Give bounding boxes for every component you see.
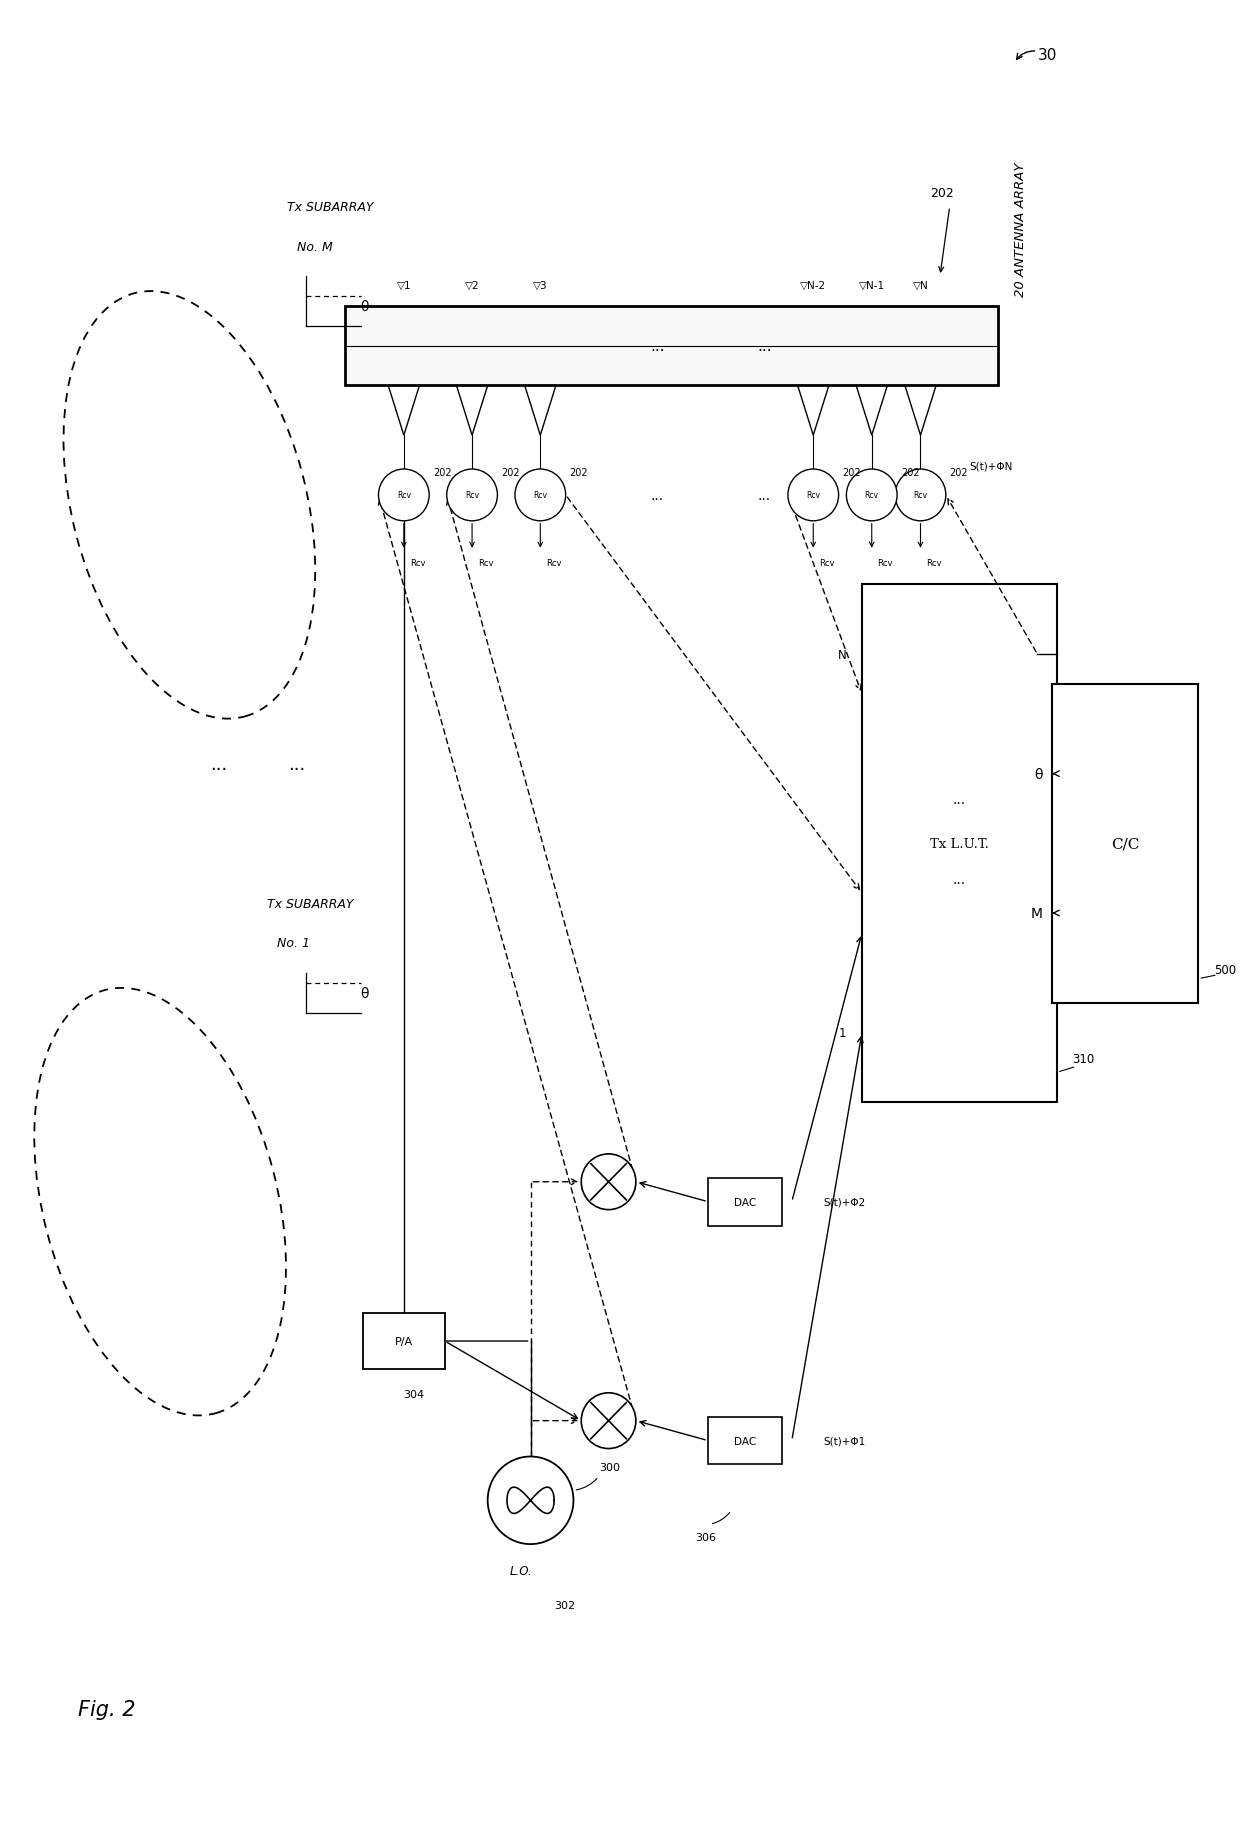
Text: ▽N-1: ▽N-1	[858, 281, 885, 290]
Text: Tx SUBARRAY: Tx SUBARRAY	[268, 897, 353, 910]
Text: 302: 302	[554, 1601, 575, 1610]
Circle shape	[446, 470, 497, 521]
Text: ▽N-2: ▽N-2	[800, 281, 826, 290]
Text: 306: 306	[696, 1533, 717, 1542]
Text: 202: 202	[901, 469, 920, 478]
Text: ...: ...	[651, 489, 663, 503]
Text: ...: ...	[952, 873, 966, 886]
Text: L.O.: L.O.	[510, 1564, 532, 1577]
Text: Rcv: Rcv	[546, 558, 562, 567]
Text: S(t)+Φ1: S(t)+Φ1	[823, 1437, 866, 1446]
Text: C/C: C/C	[1111, 837, 1140, 851]
Text: No. M: No. M	[296, 241, 332, 253]
Bar	[862, 585, 1056, 1103]
Text: ▽1: ▽1	[397, 281, 412, 290]
Text: Tx SUBARRAY: Tx SUBARRAY	[286, 201, 373, 213]
Text: Rcv: Rcv	[864, 490, 879, 500]
Circle shape	[582, 1154, 636, 1210]
Bar	[708, 1178, 782, 1225]
Text: Rcv: Rcv	[477, 558, 494, 567]
Text: ...: ...	[210, 755, 227, 773]
Text: S(t)+Φ2: S(t)+Φ2	[823, 1198, 866, 1207]
Text: ▽2: ▽2	[465, 281, 480, 290]
Circle shape	[515, 470, 565, 521]
Text: ▽3: ▽3	[533, 281, 548, 290]
Text: 304: 304	[403, 1389, 424, 1398]
Circle shape	[847, 470, 897, 521]
Text: θ: θ	[1034, 767, 1043, 782]
Text: ...: ...	[952, 793, 966, 808]
Circle shape	[487, 1457, 573, 1544]
Text: Fig. 2: Fig. 2	[78, 1699, 135, 1719]
Text: Tx L.U.T.: Tx L.U.T.	[930, 837, 990, 850]
Circle shape	[787, 470, 838, 521]
Text: 202: 202	[433, 469, 451, 478]
Circle shape	[582, 1393, 636, 1449]
Text: 300: 300	[599, 1462, 620, 1473]
Bar	[346, 306, 998, 386]
Text: ...: ...	[288, 755, 305, 773]
Bar	[708, 1416, 782, 1464]
Text: P/A: P/A	[394, 1336, 413, 1347]
Text: Rcv: Rcv	[926, 558, 942, 567]
Text: ...: ...	[758, 489, 771, 503]
Text: Rcv: Rcv	[465, 490, 479, 500]
Text: 310: 310	[1073, 1052, 1095, 1066]
Text: N: N	[838, 649, 847, 662]
Text: 1: 1	[839, 1026, 847, 1039]
Text: ...: ...	[758, 339, 771, 354]
Text: θ: θ	[361, 986, 370, 1001]
Text: Rcv: Rcv	[820, 558, 835, 567]
Text: 30: 30	[1038, 47, 1056, 64]
Bar	[1052, 685, 1198, 1003]
Text: Rcv: Rcv	[533, 490, 547, 500]
Text: 202: 202	[842, 469, 861, 478]
Text: 202: 202	[569, 469, 588, 478]
Text: S(t)+ΦN: S(t)+ΦN	[970, 461, 1013, 470]
Text: Rcv: Rcv	[806, 490, 821, 500]
Circle shape	[895, 470, 946, 521]
Text: θ: θ	[361, 299, 370, 314]
Text: M: M	[1030, 906, 1043, 921]
Text: 202: 202	[501, 469, 520, 478]
Text: DAC: DAC	[734, 1198, 756, 1207]
Text: No. 1: No. 1	[277, 937, 310, 950]
Text: 202: 202	[930, 188, 954, 201]
Text: DAC: DAC	[734, 1437, 756, 1446]
Text: Rcv: Rcv	[878, 558, 893, 567]
Circle shape	[378, 470, 429, 521]
Text: Rcv: Rcv	[397, 490, 410, 500]
Text: 20 ANTENNA ARRAY: 20 ANTENNA ARRAY	[1014, 162, 1027, 297]
Text: Rcv: Rcv	[409, 558, 425, 567]
Text: ▽N: ▽N	[913, 281, 929, 290]
Text: 202: 202	[950, 469, 968, 478]
Text: 500: 500	[1214, 963, 1236, 975]
Text: Rcv: Rcv	[914, 490, 928, 500]
Bar	[363, 1313, 445, 1369]
Text: ...: ...	[650, 339, 665, 354]
